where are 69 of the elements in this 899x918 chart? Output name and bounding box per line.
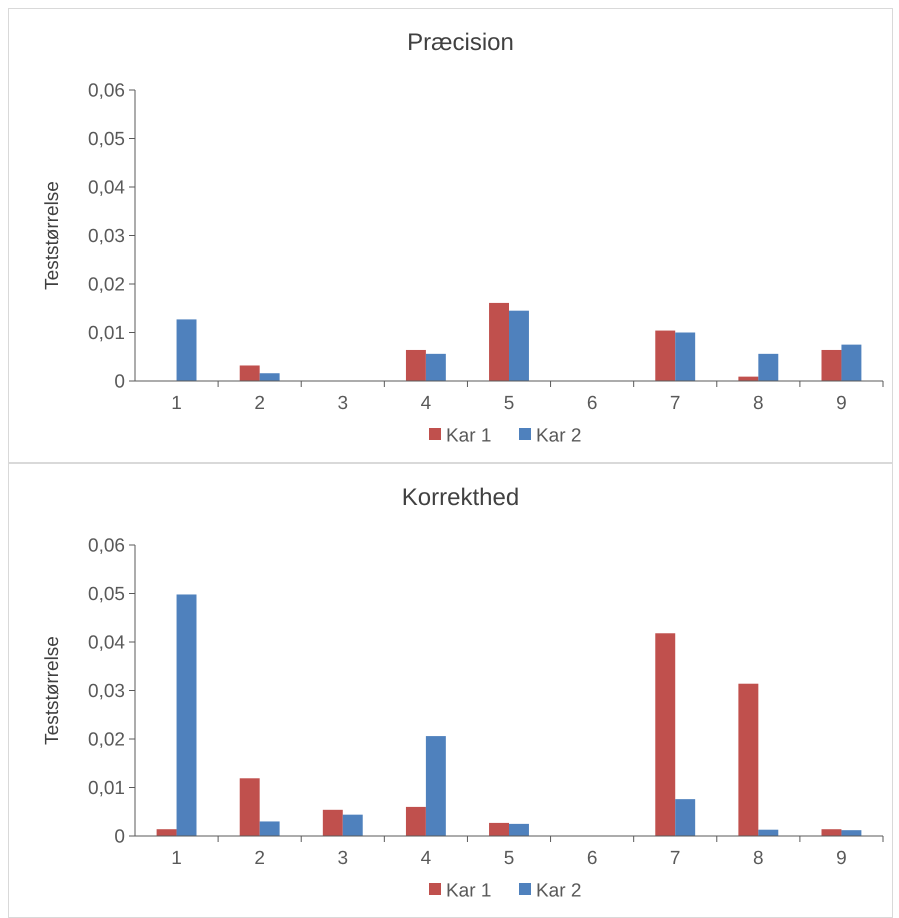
y-tick-label: 0,03 (88, 226, 125, 248)
y-axis-title: Teststørrelse (42, 636, 63, 745)
bar (489, 302, 509, 381)
y-tick-label: 0,05 (88, 129, 125, 150)
bar (841, 344, 862, 381)
x-tick-label: 7 (670, 848, 681, 869)
bar (509, 824, 529, 836)
x-tick-label: 9 (836, 393, 847, 414)
bar (156, 829, 177, 836)
x-tick-label: 8 (753, 393, 764, 414)
bar (322, 810, 343, 836)
y-tick-label: 0 (114, 372, 125, 393)
bar (655, 330, 676, 381)
y-axis-title: Teststørrelse (42, 181, 63, 290)
x-tick-label: 4 (420, 848, 432, 869)
x-tick-label: 2 (254, 393, 265, 414)
bar (426, 354, 446, 381)
chart-title: Korrekthed (402, 484, 520, 511)
bar (758, 830, 778, 836)
legend-label: Kar 1 (446, 880, 492, 902)
x-tick-label: 3 (337, 393, 348, 414)
bar (822, 829, 842, 836)
bar (675, 799, 696, 836)
x-tick-label: 1 (171, 393, 182, 414)
y-tick-label: 0,04 (88, 178, 126, 199)
x-tick-label: 4 (420, 393, 432, 414)
chart-title: Præcision (407, 29, 514, 56)
bar (758, 354, 778, 381)
legend-label: Kar 2 (536, 426, 582, 447)
bar (342, 814, 363, 836)
y-tick-label: 0,06 (88, 536, 125, 557)
bar (509, 310, 529, 381)
bar (426, 736, 446, 836)
x-tick-label: 5 (504, 848, 514, 869)
y-tick-label: 0,05 (88, 584, 125, 606)
x-tick-label: 6 (586, 393, 598, 414)
x-tick-label: 2 (254, 848, 265, 869)
y-tick-label: 0,06 (88, 80, 125, 102)
bar (738, 684, 758, 836)
x-tick-label: 5 (504, 393, 514, 414)
legend-label: Kar 2 (536, 880, 582, 902)
y-tick-label: 0,01 (88, 778, 125, 800)
y-tick-label: 0 (114, 826, 125, 848)
bar (822, 350, 842, 381)
bar (176, 594, 197, 836)
y-tick-label: 0,04 (88, 632, 126, 654)
bar (240, 365, 260, 381)
bar (738, 376, 758, 381)
bar (655, 633, 676, 836)
x-tick-label: 9 (836, 848, 847, 869)
y-tick-label: 0,02 (88, 274, 125, 296)
bar (240, 778, 260, 836)
bar (176, 319, 197, 381)
x-tick-label: 3 (337, 848, 348, 869)
bar (675, 332, 696, 381)
x-tick-label: 1 (171, 848, 182, 869)
y-tick-label: 0,03 (88, 681, 125, 702)
x-tick-label: 8 (753, 848, 764, 869)
y-tick-label: 0,01 (88, 323, 125, 344)
x-tick-label: 7 (670, 393, 681, 414)
bar (260, 821, 280, 836)
legend-label: Kar 1 (446, 426, 492, 447)
bar (406, 806, 426, 836)
bar (406, 350, 426, 381)
y-tick-label: 0,02 (88, 730, 125, 751)
x-tick-label: 6 (586, 848, 598, 869)
bar (841, 830, 862, 836)
bar (489, 822, 509, 836)
bar (260, 373, 280, 381)
